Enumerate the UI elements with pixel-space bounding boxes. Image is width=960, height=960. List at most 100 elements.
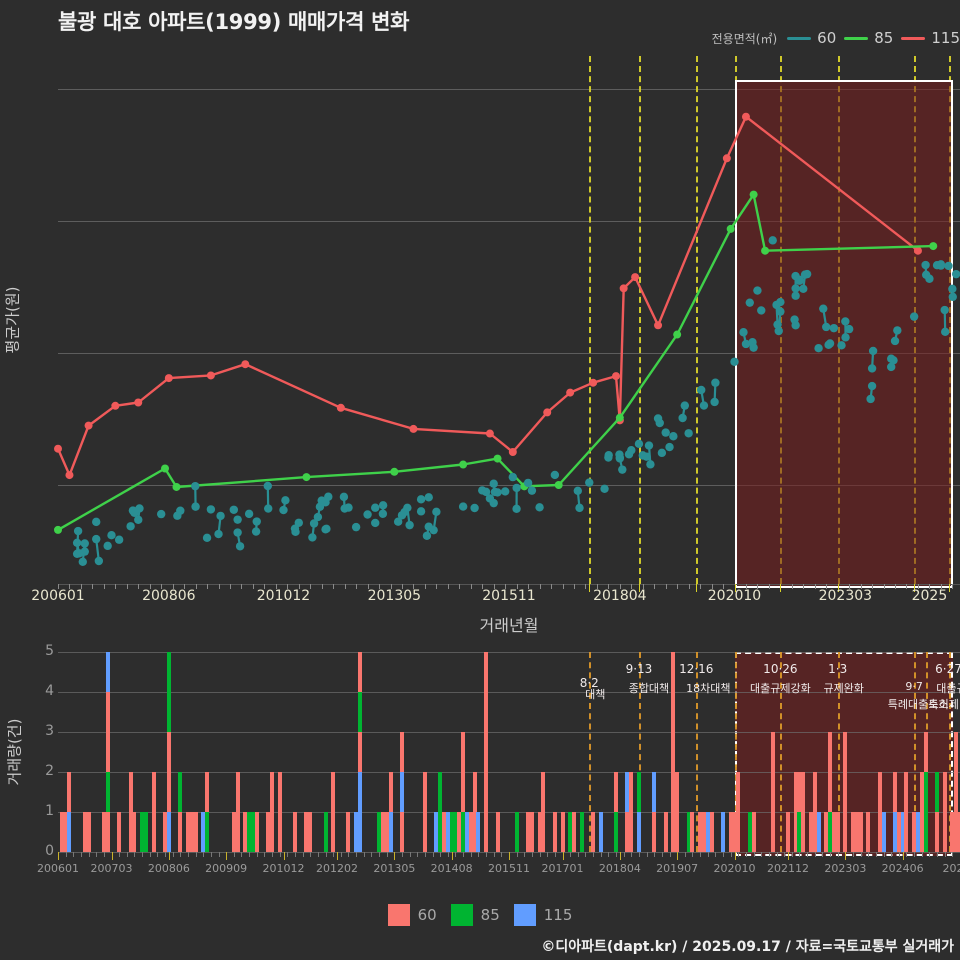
top-legend-title: 전용면적(㎡) [711, 31, 778, 46]
scatter-point-60 [774, 326, 783, 336]
axis-tick [356, 852, 358, 857]
x-tick-label: 201804 [593, 588, 647, 604]
axis-tick [516, 584, 518, 589]
volume-bar [690, 812, 695, 852]
bottom-legend-item-60[interactable]: 60 [387, 904, 437, 926]
scatter-point-60 [264, 504, 273, 513]
axis-tick [184, 584, 186, 589]
scatter-point-60 [281, 496, 290, 505]
scatter-point-60 [489, 498, 498, 508]
legend-item-115[interactable]: 115 [901, 29, 960, 47]
policy-name-label: 종합대책 [628, 682, 670, 695]
legend-swatch-115 [901, 36, 926, 40]
axis-tick [73, 852, 75, 857]
scatter-point-60 [772, 300, 781, 310]
series-point-85 [761, 246, 770, 255]
policy-vline [914, 652, 917, 852]
axis-tick [149, 852, 151, 857]
volume-bar [698, 812, 703, 852]
axis-tick-major [168, 852, 170, 860]
volume-bar [484, 692, 489, 732]
axis-tick [585, 584, 587, 589]
x-tick-label: 201408 [430, 862, 473, 875]
volume-bar [793, 812, 798, 852]
volume-bar [797, 772, 802, 812]
axis-tick [906, 852, 908, 857]
scatter-point-60 [710, 397, 719, 407]
price-chart-x-axis [58, 584, 960, 585]
axis-tick [738, 852, 740, 857]
volume-bar [247, 812, 252, 852]
volume-bar [166, 772, 171, 812]
axis-tick-major [780, 584, 782, 592]
scatter-point-60 [233, 515, 242, 524]
axis-tick [528, 584, 530, 589]
axis-tick [432, 852, 434, 857]
volume-bar [270, 812, 275, 852]
axis-tick [929, 852, 931, 857]
axis-tick-major [696, 584, 698, 592]
axis-tick [723, 852, 725, 857]
volume-bar [461, 772, 466, 812]
bottom-legend-item-85[interactable]: 85 [450, 904, 500, 926]
axis-tick [344, 584, 346, 589]
axis-tick [367, 584, 369, 589]
legend-item-60[interactable]: 60 [787, 29, 836, 47]
volume-bar [101, 812, 106, 852]
axis-tick [325, 852, 327, 857]
axis-tick [562, 584, 564, 589]
scatter-point-60 [416, 495, 426, 504]
volume-bar [331, 812, 336, 852]
axis-tick [115, 584, 117, 589]
series-point-85 [161, 464, 170, 473]
axis-tick [390, 584, 392, 589]
volume-bar [942, 772, 947, 812]
volume-bar [399, 812, 404, 852]
y-tick-label: 5 [45, 643, 54, 659]
scatter-point-60 [405, 520, 414, 530]
volume-bar [579, 812, 584, 852]
volume-bar [166, 692, 171, 732]
scatter-point-60 [799, 284, 808, 293]
axis-tick [868, 852, 870, 857]
axis-tick [321, 584, 323, 589]
axis-tick-major [226, 852, 228, 860]
axis-tick [103, 584, 105, 589]
axis-tick [573, 584, 575, 589]
y-tick-label: 2 [45, 763, 54, 779]
x-tick-label: 201305 [367, 588, 422, 604]
bottom-legend-swatch-85 [450, 904, 473, 926]
volume-bar [958, 812, 960, 852]
policy-date-label: 9·13 [625, 662, 653, 676]
axis-tick [700, 584, 702, 589]
scatter-point-60 [661, 428, 670, 437]
scatter-point-60 [741, 339, 751, 349]
scatter-point-60 [252, 517, 261, 526]
bottom-legend-item-115[interactable]: 115 [513, 904, 572, 926]
volume-bar [923, 732, 928, 772]
series-point-115 [84, 421, 93, 430]
axis-tick [409, 852, 411, 857]
scatter-point-60 [841, 333, 850, 342]
volume-bar [770, 732, 775, 772]
axis-tick [822, 852, 824, 857]
scatter-point-60 [768, 236, 777, 245]
axis-tick [600, 852, 602, 857]
volume-bar [67, 772, 72, 812]
scatter-point-60 [819, 304, 828, 313]
policy-date-label: 8·2 [579, 676, 599, 690]
axis-tick [619, 584, 621, 589]
series-point-115 [111, 401, 120, 410]
policy-name-label: 특례대출축소 [887, 698, 949, 711]
scatter-point-60 [757, 306, 766, 315]
scatter-point-60 [844, 324, 854, 334]
legend-label-60: 60 [817, 29, 837, 47]
x-tick-label: 200601 [37, 862, 79, 875]
scatter-point-60 [126, 522, 135, 531]
series-point-115 [336, 403, 345, 412]
policy-name-label: 토허제 해제 [928, 698, 960, 711]
volume-bar [476, 812, 481, 852]
legend-item-85[interactable]: 85 [844, 29, 893, 47]
axis-tick [275, 584, 277, 589]
volume-bar [850, 812, 855, 852]
